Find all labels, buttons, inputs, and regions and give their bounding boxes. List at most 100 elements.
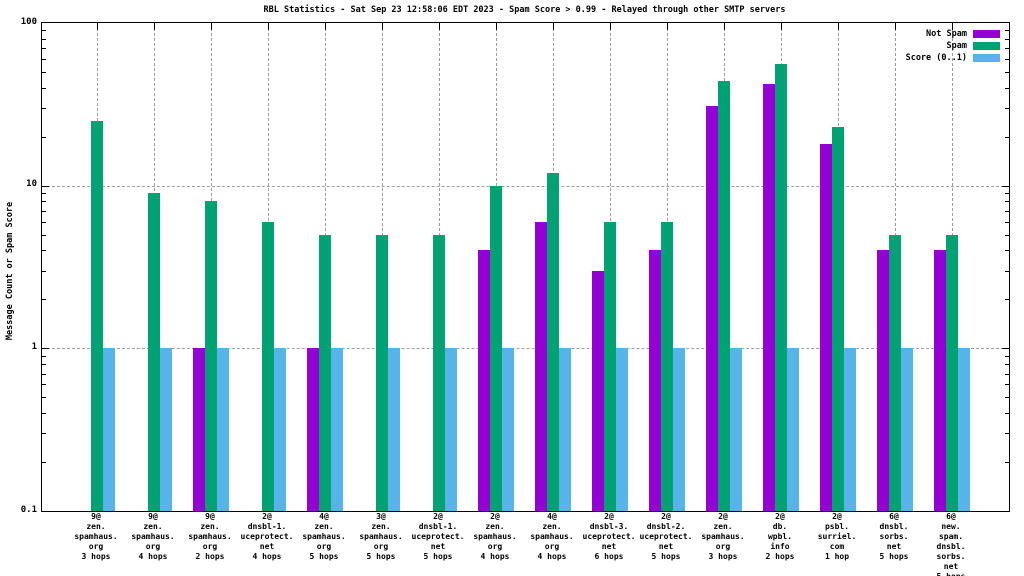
- x-category-label: 2@ dnsbl-3. uceprotect. net 6 hops: [582, 512, 636, 561]
- bar-spam: [319, 234, 331, 511]
- x-category-label: 2@ dnsbl-1. uceprotect. net 4 hops: [240, 512, 294, 561]
- y-minor-tick: [1005, 234, 1009, 236]
- x-tick-top: [724, 23, 725, 30]
- y-minor-tick: [42, 59, 46, 61]
- bar-spam: [433, 234, 445, 511]
- y-minor-tick: [42, 87, 46, 89]
- bar-score-0-1-: [673, 348, 685, 511]
- y-minor-tick: [1005, 48, 1009, 50]
- x-tick-top: [838, 23, 839, 30]
- x-tick-top: [781, 23, 782, 30]
- bar-spam: [832, 126, 844, 511]
- y-minor-tick: [1005, 373, 1009, 375]
- y-minor-tick: [42, 193, 46, 195]
- bar-not-spam: [820, 144, 832, 511]
- horizontal-gridline: [42, 348, 1009, 350]
- y-minor-tick: [1005, 250, 1009, 252]
- x-tick-top: [382, 23, 383, 30]
- y-minor-tick: [42, 38, 46, 40]
- y-minor-tick: [42, 210, 46, 212]
- x-tick-top: [553, 23, 554, 30]
- y-tick-label: 0.1: [20, 504, 37, 515]
- bar-not-spam: [592, 270, 604, 511]
- y-minor-tick: [1005, 38, 1009, 40]
- bar-score-0-1-: [616, 348, 628, 511]
- y-minor-tick: [42, 355, 46, 357]
- y-minor-tick: [42, 462, 46, 464]
- y-major-tick: [1002, 348, 1009, 350]
- x-category-label: 2@ dnsbl-1. uceprotect. net 5 hops: [411, 512, 465, 561]
- bar-spam: [148, 193, 160, 511]
- y-minor-tick: [1005, 108, 1009, 110]
- bar-not-spam: [877, 250, 889, 511]
- y-minor-tick: [1005, 30, 1009, 32]
- legend-label: Spam: [946, 41, 967, 51]
- x-tick-top: [610, 23, 611, 30]
- bar-not-spam: [307, 348, 319, 511]
- bar-not-spam: [934, 250, 946, 511]
- y-minor-tick: [1005, 59, 1009, 61]
- y-minor-tick: [42, 250, 46, 252]
- y-minor-tick: [1005, 270, 1009, 272]
- bar-score-0-1-: [388, 348, 400, 511]
- bar-spam: [91, 120, 103, 511]
- y-minor-tick: [42, 364, 46, 366]
- y-minor-tick: [1005, 136, 1009, 138]
- y-minor-tick: [1005, 210, 1009, 212]
- legend-label: Not Spam: [926, 29, 967, 39]
- x-tick-top: [439, 23, 440, 30]
- bar-score-0-1-: [331, 348, 343, 511]
- y-tick-label: 1: [31, 341, 37, 352]
- x-category-label: 9@ zen. spamhaus. org 3 hops: [74, 512, 118, 561]
- y-minor-tick: [1005, 433, 1009, 435]
- y-minor-tick: [1005, 397, 1009, 399]
- legend-swatch: [973, 54, 1000, 62]
- bar-spam: [604, 221, 616, 511]
- bar-score-0-1-: [901, 348, 913, 511]
- bar-score-0-1-: [787, 348, 799, 511]
- y-minor-tick: [42, 413, 46, 415]
- bar-spam: [205, 201, 217, 511]
- bar-score-0-1-: [160, 348, 172, 511]
- y-minor-tick: [1005, 364, 1009, 366]
- bar-not-spam: [193, 348, 205, 511]
- x-tick-top: [496, 23, 497, 30]
- x-tick-top: [268, 23, 269, 30]
- bar-score-0-1-: [103, 348, 115, 511]
- legend-label: Score (0..1): [905, 53, 967, 63]
- x-category-label: 6@ new. spam. dnsbl. sorbs. net 5 hops: [936, 512, 966, 576]
- bar-score-0-1-: [958, 348, 970, 511]
- y-axis-label: Message Count or Spam Score: [5, 201, 15, 341]
- y-minor-tick: [1005, 413, 1009, 415]
- bar-score-0-1-: [445, 348, 457, 511]
- y-minor-tick: [1005, 299, 1009, 301]
- bar-score-0-1-: [559, 348, 571, 511]
- x-category-label: 2@ psbl. surriel. com 1 hop: [817, 512, 857, 561]
- x-category-label: 6@ dnsbl. sorbs. net 5 hops: [879, 512, 909, 561]
- y-minor-tick: [42, 48, 46, 50]
- y-tick-label: 100: [20, 16, 37, 27]
- y-minor-tick: [1005, 384, 1009, 386]
- x-category-label: 2@ db. wpbl. info 2 hops: [765, 512, 795, 561]
- x-tick-top: [211, 23, 212, 30]
- y-minor-tick: [1005, 462, 1009, 464]
- y-minor-tick: [42, 71, 46, 73]
- x-category-label: 2@ dnsbl-2. uceprotect. net 5 hops: [639, 512, 693, 561]
- y-minor-tick: [1005, 201, 1009, 203]
- y-tick-label: 10: [26, 179, 37, 190]
- x-tick-top: [325, 23, 326, 30]
- bar-score-0-1-: [274, 348, 286, 511]
- y-minor-tick: [42, 136, 46, 138]
- bar-score-0-1-: [502, 348, 514, 511]
- x-category-label: 9@ zen. spamhaus. org 2 hops: [188, 512, 232, 561]
- bar-spam: [262, 221, 274, 511]
- bar-spam: [547, 172, 559, 511]
- y-minor-tick: [42, 234, 46, 236]
- x-category-label: 4@ zen. spamhaus. org 5 hops: [302, 512, 346, 561]
- bar-score-0-1-: [217, 348, 229, 511]
- bar-not-spam: [763, 84, 775, 511]
- y-minor-tick: [42, 384, 46, 386]
- bar-spam: [775, 63, 787, 511]
- y-minor-tick: [42, 30, 46, 32]
